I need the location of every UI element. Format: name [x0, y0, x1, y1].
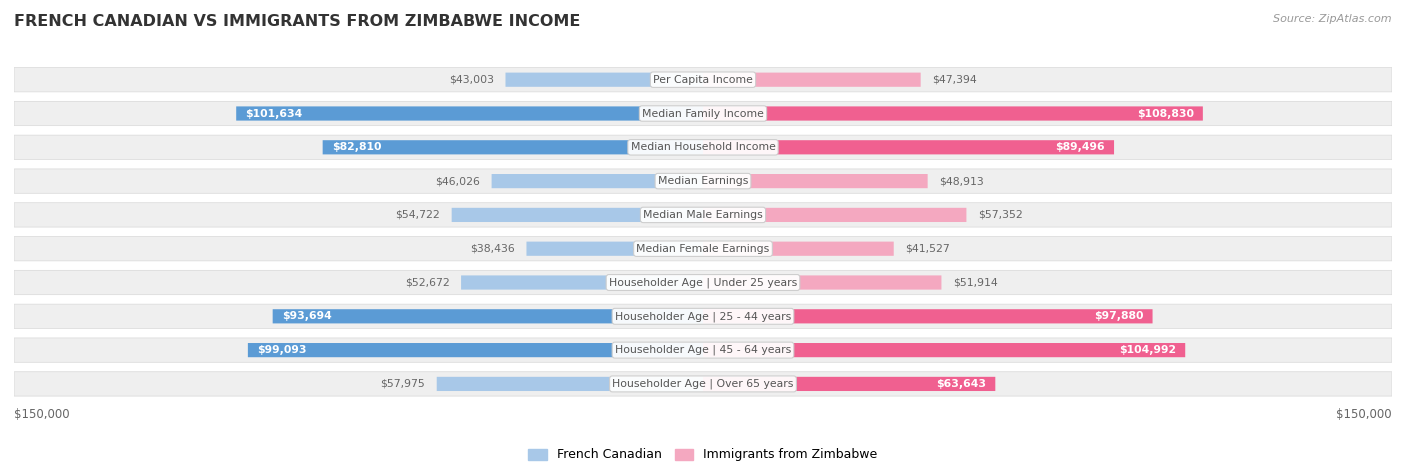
FancyBboxPatch shape	[526, 241, 703, 256]
Text: Median Male Earnings: Median Male Earnings	[643, 210, 763, 220]
Text: $63,643: $63,643	[936, 379, 986, 389]
Text: Per Capita Income: Per Capita Income	[652, 75, 754, 85]
FancyBboxPatch shape	[703, 377, 995, 391]
Text: $43,003: $43,003	[449, 75, 494, 85]
FancyBboxPatch shape	[703, 208, 966, 222]
FancyBboxPatch shape	[703, 309, 1153, 324]
FancyBboxPatch shape	[703, 276, 942, 290]
Text: $57,975: $57,975	[381, 379, 425, 389]
FancyBboxPatch shape	[14, 304, 1392, 328]
Text: $97,880: $97,880	[1094, 311, 1143, 321]
Text: $48,913: $48,913	[939, 176, 984, 186]
FancyBboxPatch shape	[14, 338, 1392, 362]
Text: FRENCH CANADIAN VS IMMIGRANTS FROM ZIMBABWE INCOME: FRENCH CANADIAN VS IMMIGRANTS FROM ZIMBA…	[14, 14, 581, 29]
FancyBboxPatch shape	[703, 72, 921, 87]
Text: Median Female Earnings: Median Female Earnings	[637, 244, 769, 254]
Text: $54,722: $54,722	[395, 210, 440, 220]
FancyBboxPatch shape	[461, 276, 703, 290]
FancyBboxPatch shape	[14, 270, 1392, 295]
FancyBboxPatch shape	[703, 174, 928, 188]
Text: $101,634: $101,634	[246, 108, 302, 119]
FancyBboxPatch shape	[506, 72, 703, 87]
Text: $38,436: $38,436	[470, 244, 515, 254]
Text: $47,394: $47,394	[932, 75, 977, 85]
FancyBboxPatch shape	[14, 169, 1392, 193]
FancyBboxPatch shape	[14, 68, 1392, 92]
Text: $57,352: $57,352	[979, 210, 1022, 220]
FancyBboxPatch shape	[14, 101, 1392, 126]
FancyBboxPatch shape	[703, 140, 1114, 155]
FancyBboxPatch shape	[236, 106, 703, 120]
Text: $150,000: $150,000	[14, 408, 70, 421]
FancyBboxPatch shape	[14, 135, 1392, 159]
Text: $41,527: $41,527	[905, 244, 950, 254]
FancyBboxPatch shape	[14, 372, 1392, 396]
Text: $150,000: $150,000	[1336, 408, 1392, 421]
Text: $99,093: $99,093	[257, 345, 307, 355]
Text: $46,026: $46,026	[436, 176, 479, 186]
Text: Householder Age | Over 65 years: Householder Age | Over 65 years	[612, 379, 794, 389]
Text: $51,914: $51,914	[953, 277, 998, 288]
Text: $52,672: $52,672	[405, 277, 450, 288]
Text: Householder Age | 25 - 44 years: Householder Age | 25 - 44 years	[614, 311, 792, 322]
Text: Householder Age | 45 - 64 years: Householder Age | 45 - 64 years	[614, 345, 792, 355]
Text: Median Household Income: Median Household Income	[630, 142, 776, 152]
Text: Median Earnings: Median Earnings	[658, 176, 748, 186]
FancyBboxPatch shape	[703, 241, 894, 256]
FancyBboxPatch shape	[492, 174, 703, 188]
FancyBboxPatch shape	[14, 203, 1392, 227]
FancyBboxPatch shape	[703, 343, 1185, 357]
Text: $104,992: $104,992	[1119, 345, 1175, 355]
FancyBboxPatch shape	[273, 309, 703, 324]
Text: $89,496: $89,496	[1056, 142, 1105, 152]
Text: $108,830: $108,830	[1136, 108, 1194, 119]
Text: Householder Age | Under 25 years: Householder Age | Under 25 years	[609, 277, 797, 288]
FancyBboxPatch shape	[322, 140, 703, 155]
FancyBboxPatch shape	[451, 208, 703, 222]
Text: $93,694: $93,694	[281, 311, 332, 321]
Legend: French Canadian, Immigrants from Zimbabwe: French Canadian, Immigrants from Zimbabw…	[529, 448, 877, 461]
FancyBboxPatch shape	[437, 377, 703, 391]
FancyBboxPatch shape	[703, 106, 1204, 120]
FancyBboxPatch shape	[247, 343, 703, 357]
FancyBboxPatch shape	[14, 237, 1392, 261]
Text: Source: ZipAtlas.com: Source: ZipAtlas.com	[1274, 14, 1392, 24]
Text: $82,810: $82,810	[332, 142, 381, 152]
Text: Median Family Income: Median Family Income	[643, 108, 763, 119]
